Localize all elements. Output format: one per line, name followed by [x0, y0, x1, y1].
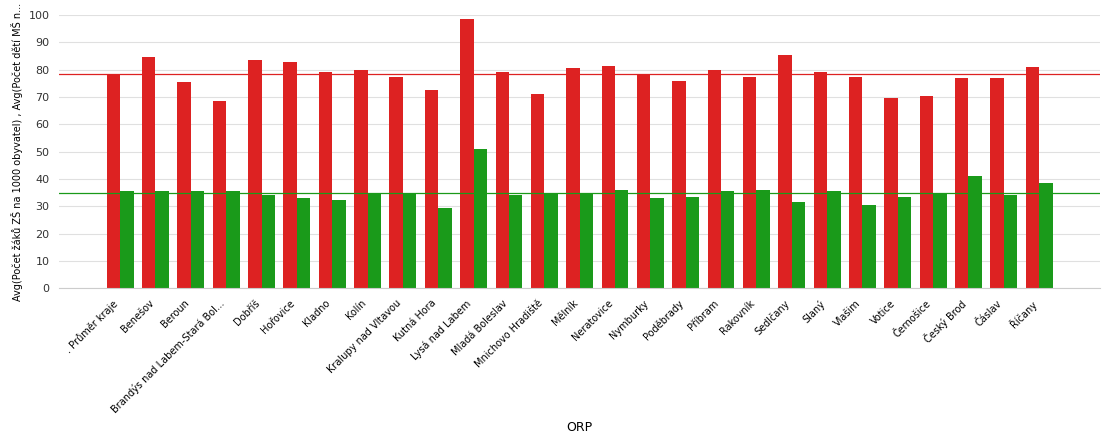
- Bar: [297, 198, 310, 288]
- Bar: [283, 61, 297, 288]
- Bar: [438, 208, 452, 288]
- Bar: [898, 197, 911, 288]
- Bar: [827, 191, 841, 288]
- Bar: [567, 69, 580, 288]
- Bar: [107, 74, 120, 288]
- Bar: [637, 75, 650, 288]
- Bar: [531, 94, 544, 288]
- Bar: [227, 191, 240, 288]
- Bar: [191, 191, 204, 288]
- Bar: [212, 101, 227, 288]
- Bar: [120, 191, 133, 288]
- Bar: [884, 98, 898, 288]
- Bar: [615, 190, 629, 288]
- Bar: [685, 197, 699, 288]
- Bar: [248, 60, 261, 288]
- X-axis label: ORP: ORP: [567, 421, 592, 434]
- Bar: [650, 198, 663, 288]
- Bar: [261, 195, 274, 288]
- Bar: [708, 70, 721, 288]
- Bar: [1004, 195, 1018, 288]
- Bar: [849, 77, 862, 288]
- Bar: [544, 194, 558, 288]
- Bar: [473, 149, 487, 288]
- Bar: [672, 81, 685, 288]
- Bar: [390, 77, 403, 288]
- Bar: [933, 194, 947, 288]
- Bar: [792, 202, 805, 288]
- Bar: [1025, 67, 1039, 288]
- Bar: [354, 70, 368, 288]
- Bar: [319, 73, 332, 288]
- Y-axis label: Avg(Počet žáků ZŠ na 1000 obyvatel) , Avg(Počet dětí MŠ n...: Avg(Počet žáků ZŠ na 1000 obyvatel) , Av…: [11, 3, 23, 301]
- Bar: [496, 73, 509, 288]
- Bar: [862, 205, 875, 288]
- Bar: [424, 90, 438, 288]
- Bar: [332, 199, 346, 288]
- Bar: [580, 193, 593, 288]
- Bar: [990, 78, 1004, 288]
- Bar: [156, 191, 169, 288]
- Bar: [969, 176, 982, 288]
- Bar: [721, 191, 734, 288]
- Bar: [1039, 183, 1052, 288]
- Bar: [178, 82, 191, 288]
- Bar: [142, 57, 156, 288]
- Bar: [368, 193, 381, 288]
- Bar: [460, 19, 473, 288]
- Bar: [403, 193, 417, 288]
- Bar: [813, 73, 827, 288]
- Bar: [920, 96, 933, 288]
- Bar: [955, 78, 969, 288]
- Bar: [509, 195, 522, 288]
- Bar: [757, 190, 770, 288]
- Bar: [779, 55, 792, 288]
- Bar: [601, 66, 615, 288]
- Bar: [743, 77, 757, 288]
